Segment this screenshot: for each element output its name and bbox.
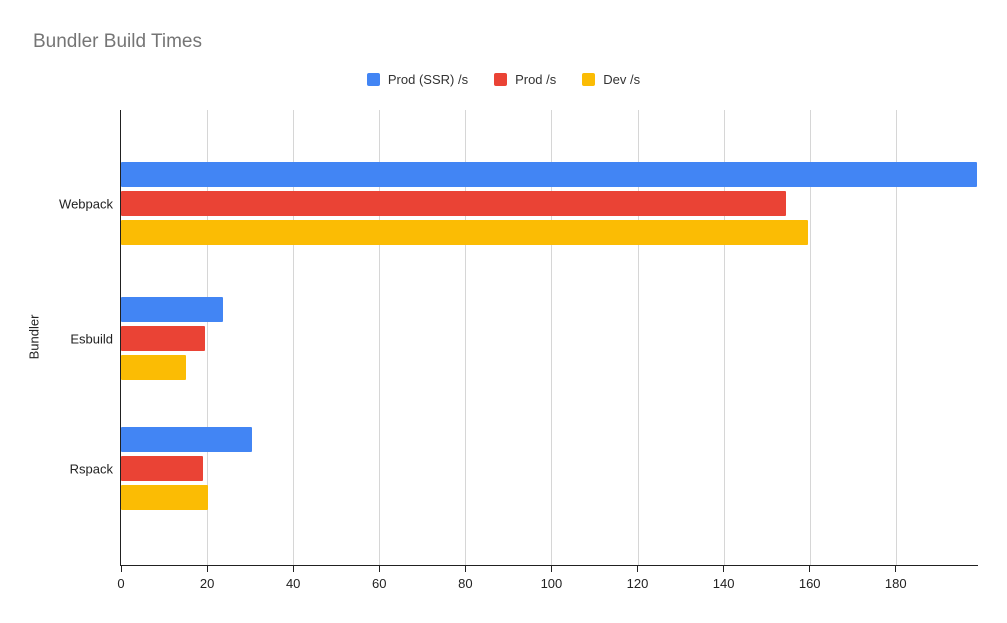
bar-rspack-prod-s: [121, 456, 204, 481]
legend-swatch-icon: [582, 73, 596, 86]
x-tick-mark-60: [378, 565, 380, 572]
bar-esbuild-prod-s: [121, 326, 205, 351]
legend-item-prod-ssr-s: Prod (SSR) /s: [366, 72, 469, 87]
x-tick-mark-80: [464, 565, 466, 572]
x-tick-label-160: 160: [798, 576, 821, 591]
x-tick-label-60: 60: [372, 576, 387, 591]
x-tick-mark-40: [292, 565, 294, 572]
x-tick-mark-20: [206, 565, 208, 572]
gridline-x-20: [207, 110, 209, 565]
x-tick-label-40: 40: [285, 576, 301, 591]
legend-item-dev-s: Dev /s: [582, 72, 640, 87]
bar-webpack-dev-s: [121, 220, 808, 245]
x-tick-mark-160: [809, 565, 811, 572]
bar-webpack-prod-s: [121, 191, 786, 216]
legend: Prod (SSR) /s Prod /s Dev /s: [0, 72, 1007, 87]
legend-swatch-icon: [494, 73, 508, 86]
gridline-x-40: [293, 110, 295, 565]
gridline-x-140: [723, 110, 725, 565]
x-tick-mark-100: [550, 565, 552, 572]
x-tick-mark-140: [723, 565, 725, 572]
legend-label: Dev /s: [603, 72, 641, 87]
legend-item-prod-s: Prod /s: [494, 72, 556, 87]
legend-label: Prod /s: [515, 72, 557, 87]
x-tick-label-100: 100: [540, 576, 563, 591]
plot-area: 0 20 40 60 80 100 120 140 160 180: [117, 110, 978, 591]
x-tick-label-20: 20: [199, 576, 215, 591]
x-tick-mark-180: [895, 565, 897, 572]
x-tick-label-80: 80: [458, 576, 473, 591]
x-tick-label-120: 120: [626, 576, 649, 591]
x-tick-label-180: 180: [884, 576, 907, 591]
bar-esbuild-prod-ssr-s: [121, 297, 223, 322]
chart-title: Bundler Build Times: [33, 31, 202, 52]
x-tick-label-140: 140: [712, 576, 735, 591]
category-label-webpack: Webpack: [59, 196, 113, 211]
x-tick-label-0: 0: [117, 576, 125, 591]
gridline-x-160: [809, 110, 811, 565]
legend-swatch-icon: [366, 73, 380, 86]
gridline-x-100: [551, 110, 553, 565]
category-label-esbuild: Esbuild: [70, 331, 113, 346]
bar-rspack-dev-s: [121, 485, 208, 510]
x-tick-mark-0: [120, 565, 122, 572]
gridline-x-80: [465, 110, 467, 565]
bar-rspack-prod-ssr-s: [121, 427, 253, 452]
gridline-x-120: [637, 110, 639, 565]
legend-label: Prod (SSR) /s: [387, 72, 469, 87]
bar-esbuild-dev-s: [121, 355, 187, 380]
gridline-x-180: [895, 110, 897, 565]
x-tick-mark-120: [637, 565, 639, 572]
gridline-x-60: [379, 110, 381, 565]
category-label-rspack: Rspack: [69, 461, 113, 476]
bar-webpack-prod-ssr-s: [121, 162, 978, 187]
